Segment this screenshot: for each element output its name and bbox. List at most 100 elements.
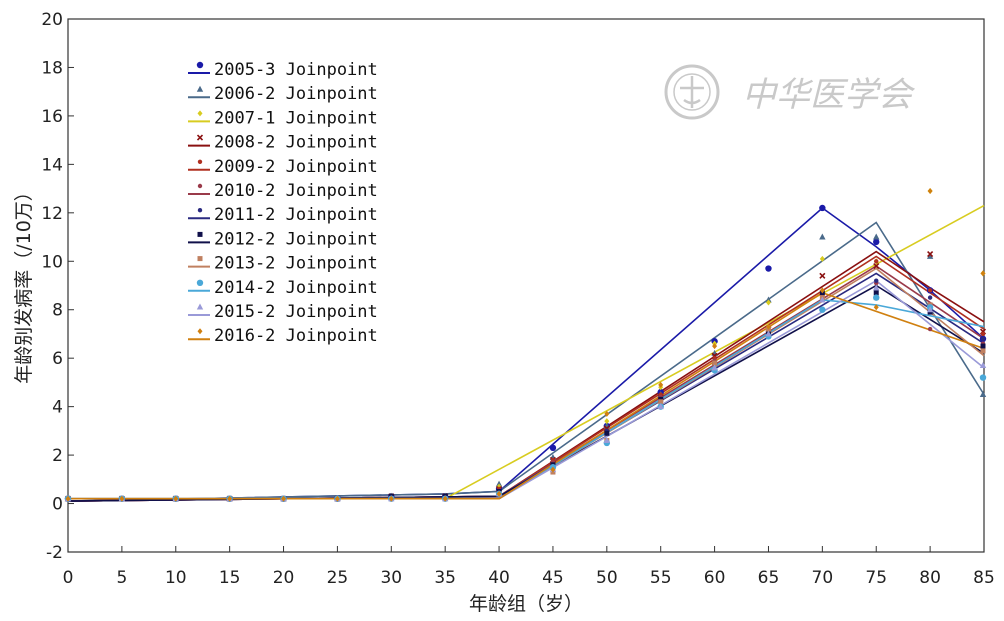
observed-point xyxy=(819,255,825,262)
observed-point xyxy=(819,204,826,212)
observed-point xyxy=(765,330,772,337)
y-tick-label: 16 xyxy=(41,107,63,127)
legend-marker xyxy=(197,256,203,262)
plot-axes xyxy=(67,18,985,553)
x-tick-label: 30 xyxy=(380,568,402,588)
observed-point xyxy=(765,265,772,272)
observed-point xyxy=(281,495,287,502)
x-tick-label: 50 xyxy=(596,568,618,588)
legend-marker xyxy=(197,208,203,213)
observed-point xyxy=(873,304,879,311)
observed-point xyxy=(873,290,879,296)
observed-point xyxy=(874,278,879,283)
observed-point xyxy=(496,490,502,497)
x-axis-title: 年龄组（岁） xyxy=(469,593,583,615)
watermark-text: 中华医学会 xyxy=(742,75,916,115)
legend-label: 2005-3 Joinpoint xyxy=(214,60,378,80)
observed-point xyxy=(603,437,611,444)
joinpoint-line-1 xyxy=(67,221,985,502)
joinpoint-line-3 xyxy=(67,250,985,502)
observed-point xyxy=(873,284,880,291)
y-tick-label: 8 xyxy=(52,301,63,321)
observed-point xyxy=(979,374,987,381)
x-tick-label: 75 xyxy=(865,568,887,588)
observed-point xyxy=(980,331,986,337)
legend-label: 2014-2 Joinpoint xyxy=(214,278,378,298)
x-tick-label: 20 xyxy=(273,568,295,588)
legend-label: 2016-2 Joinpoint xyxy=(214,326,378,346)
observed-point xyxy=(927,326,933,332)
legend-item: 2014-2 Joinpoint xyxy=(188,278,378,298)
legend-label: 2006-2 Joinpoint xyxy=(214,84,378,104)
legend-item: 2011-2 Joinpoint xyxy=(188,205,378,225)
observed-point xyxy=(819,287,825,294)
x-tick-label: 55 xyxy=(650,568,672,588)
y-tick-label: 12 xyxy=(41,204,63,224)
legend: 2005-3 Joinpoint 2006-2 Joinpoint 2007-1 J… xyxy=(188,60,378,346)
legend-item: 2010-2 Joinpoint xyxy=(188,181,378,201)
legend-item: 2005-3 Joinpoint xyxy=(188,60,378,80)
observed-point xyxy=(927,295,933,300)
legend-marker xyxy=(196,279,204,286)
observed-point xyxy=(712,360,718,366)
observed-point xyxy=(604,430,610,436)
observed-point xyxy=(873,233,880,240)
legend-marker xyxy=(196,303,204,310)
observed-point xyxy=(926,252,934,259)
joinpoint-line-10 xyxy=(68,279,985,500)
observed-point xyxy=(979,391,987,398)
observed-point xyxy=(119,495,125,502)
y-tick-label: -2 xyxy=(46,543,63,563)
observed-point xyxy=(980,336,986,341)
legend-label: 2007-1 Joinpoint xyxy=(214,108,378,128)
observed-point xyxy=(927,188,933,195)
joinpoint-line-2 xyxy=(68,204,985,500)
legend-marker xyxy=(196,85,204,92)
observed-point xyxy=(873,263,880,270)
observed-point xyxy=(819,306,826,313)
legend-item: 2015-2 Joinpoint xyxy=(188,302,378,322)
observed-point xyxy=(604,410,610,417)
legend-item: 2007-1 Joinpoint xyxy=(188,108,378,128)
observed-point xyxy=(819,233,826,240)
x-tick-label: 70 xyxy=(812,568,834,588)
legend-label: 2010-2 Joinpoint xyxy=(214,181,378,201)
observed-point xyxy=(819,296,826,303)
observed-point xyxy=(65,495,71,502)
observed-point xyxy=(927,288,933,293)
observed-point xyxy=(711,364,718,371)
observed-point xyxy=(227,495,233,502)
y-tick-label: 18 xyxy=(41,58,63,78)
observed-point xyxy=(874,259,879,264)
observed-point xyxy=(658,399,664,405)
watermark: 中华医学会 xyxy=(664,64,916,120)
observed-point xyxy=(765,323,771,330)
observed-point xyxy=(550,466,556,473)
y-tick-label: 10 xyxy=(41,252,63,272)
joinpoint-line-4 xyxy=(67,255,985,502)
legend-item: 2012-2 Joinpoint xyxy=(188,229,378,249)
x-tick-label: 80 xyxy=(919,568,941,588)
observed-point xyxy=(979,361,987,368)
y-tick-label: 2 xyxy=(52,446,63,466)
legend-label: 2009-2 Joinpoint xyxy=(214,157,378,177)
x-tick-label: 10 xyxy=(165,568,187,588)
legend-label: 2013-2 Joinpoint xyxy=(214,254,378,274)
x-tick-label: 15 xyxy=(219,568,241,588)
observed-point xyxy=(658,381,664,388)
observed-point xyxy=(926,306,934,313)
observed-points xyxy=(64,188,987,502)
legend-item: 2008-2 Joinpoint xyxy=(188,133,378,153)
observed-point xyxy=(657,403,664,410)
joinpoint-lines xyxy=(67,204,985,502)
observed-point xyxy=(980,270,986,277)
legend-item: 2016-2 Joinpoint xyxy=(188,326,378,346)
observed-point xyxy=(873,238,880,246)
plot-frame xyxy=(67,18,985,553)
observed-point xyxy=(173,495,179,502)
legend-label: 2011-2 Joinpoint xyxy=(214,205,378,225)
x-tick-label: 85 xyxy=(973,568,995,588)
x-tick-label: 25 xyxy=(327,568,349,588)
legend-label: 2008-2 Joinpoint xyxy=(214,133,378,153)
